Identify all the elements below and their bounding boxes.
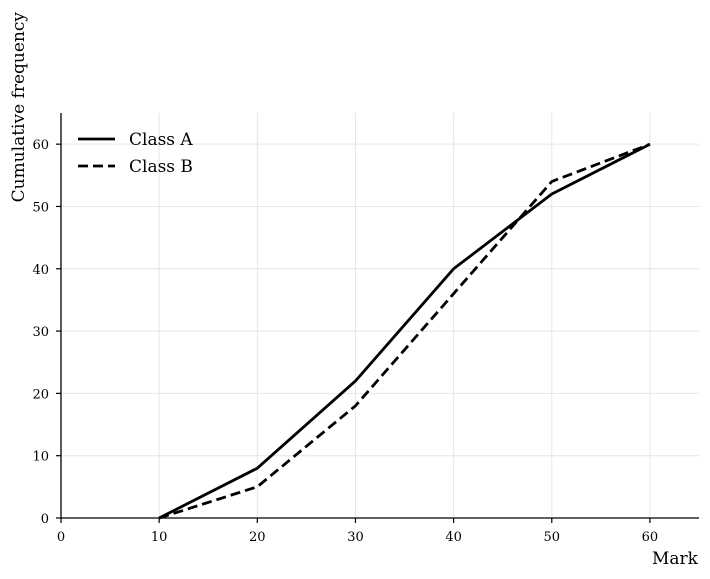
y-tick-label-60: 60 [32, 138, 49, 153]
legend-label-1: Class A [129, 130, 193, 150]
x-tick-label-30: 30 [347, 530, 364, 545]
axis-layer: 0 10 20 30 40 50 60 0 10 20 30 40 50 60 [32, 113, 699, 545]
y-tick-label-20: 20 [32, 387, 49, 402]
legend: Class A Class B [78, 130, 193, 177]
y-axis-title: Cumulative frequency [9, 12, 29, 203]
x-tick-label-40: 40 [445, 530, 462, 545]
series-line-1 [158, 142, 651, 520]
y-tick-label-30: 30 [32, 325, 49, 340]
y-tick-label-40: 40 [32, 263, 49, 278]
series-line-2 [158, 142, 651, 520]
x-tick-label-50: 50 [543, 530, 560, 545]
legend-label-2: Class B [129, 157, 193, 177]
x-axis-title: Mark [652, 549, 699, 569]
y-tick-label-50: 50 [32, 200, 49, 215]
x-tick-label-0: 0 [57, 530, 65, 545]
y-tick-label-10: 10 [32, 450, 49, 465]
y-tick-label-0: 0 [41, 512, 49, 527]
series-layer [158, 142, 651, 520]
x-tick-label-60: 60 [642, 530, 659, 545]
x-tick-label-20: 20 [249, 530, 266, 545]
x-tick-label-10: 10 [151, 530, 168, 545]
